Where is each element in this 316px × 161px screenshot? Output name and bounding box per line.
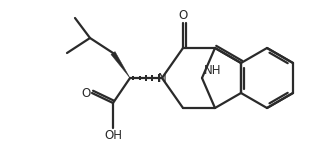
Text: NH: NH — [204, 64, 222, 77]
Text: O: O — [82, 86, 91, 99]
Text: N: N — [158, 71, 167, 85]
Polygon shape — [111, 52, 130, 78]
Text: O: O — [178, 9, 188, 22]
Text: OH: OH — [104, 129, 122, 142]
